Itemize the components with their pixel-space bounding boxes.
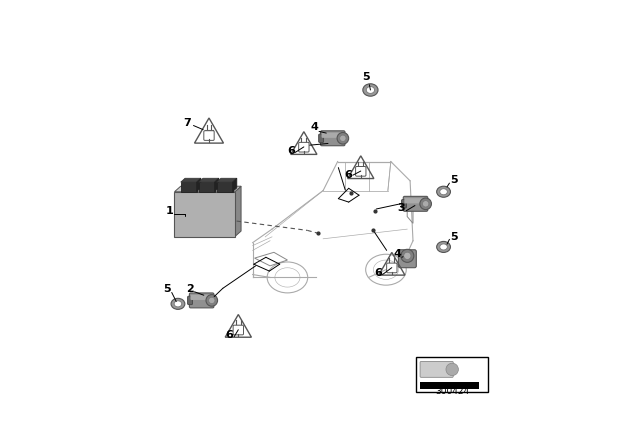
- Polygon shape: [180, 178, 201, 182]
- Text: 5: 5: [450, 232, 458, 242]
- FancyBboxPatch shape: [233, 325, 243, 335]
- FancyBboxPatch shape: [191, 295, 213, 300]
- Ellipse shape: [174, 301, 182, 307]
- FancyBboxPatch shape: [398, 250, 416, 268]
- FancyBboxPatch shape: [321, 131, 345, 146]
- Bar: [180, 182, 196, 192]
- Circle shape: [337, 133, 349, 144]
- Text: 5: 5: [362, 72, 370, 82]
- Text: 6: 6: [374, 268, 382, 278]
- Text: 3: 3: [397, 202, 405, 213]
- FancyBboxPatch shape: [204, 131, 214, 140]
- Bar: [175, 192, 235, 237]
- Ellipse shape: [440, 244, 447, 250]
- Circle shape: [422, 201, 429, 207]
- Text: 4: 4: [310, 122, 318, 132]
- Ellipse shape: [436, 186, 451, 197]
- FancyBboxPatch shape: [321, 133, 344, 138]
- Ellipse shape: [366, 86, 374, 93]
- FancyBboxPatch shape: [403, 196, 428, 211]
- Bar: [198, 182, 214, 192]
- FancyBboxPatch shape: [404, 198, 427, 203]
- Ellipse shape: [363, 84, 378, 96]
- Polygon shape: [214, 178, 219, 192]
- Text: 5: 5: [450, 175, 458, 185]
- Text: 2: 2: [186, 284, 194, 294]
- Circle shape: [209, 297, 215, 304]
- Polygon shape: [232, 178, 237, 192]
- Polygon shape: [175, 186, 241, 192]
- FancyBboxPatch shape: [356, 167, 366, 176]
- FancyBboxPatch shape: [420, 362, 453, 377]
- Text: 7: 7: [184, 118, 191, 128]
- Polygon shape: [198, 178, 219, 182]
- Circle shape: [446, 363, 458, 375]
- Text: 6: 6: [226, 330, 234, 340]
- Bar: [216, 182, 232, 192]
- FancyBboxPatch shape: [188, 296, 193, 305]
- Ellipse shape: [440, 189, 447, 195]
- Polygon shape: [216, 178, 237, 182]
- Circle shape: [206, 295, 218, 306]
- FancyBboxPatch shape: [319, 134, 324, 142]
- Ellipse shape: [171, 298, 185, 310]
- FancyBboxPatch shape: [387, 263, 397, 273]
- Polygon shape: [196, 178, 201, 192]
- Text: 6: 6: [287, 146, 294, 156]
- Text: 6: 6: [344, 170, 352, 180]
- Circle shape: [401, 250, 414, 263]
- Text: 1: 1: [166, 206, 173, 216]
- Bar: [420, 382, 479, 389]
- Circle shape: [420, 198, 431, 210]
- Circle shape: [340, 135, 346, 142]
- FancyBboxPatch shape: [299, 142, 309, 152]
- FancyBboxPatch shape: [189, 293, 214, 308]
- Text: 300424: 300424: [435, 387, 469, 396]
- FancyBboxPatch shape: [401, 200, 406, 208]
- Text: 4: 4: [393, 249, 401, 259]
- Polygon shape: [235, 186, 241, 237]
- Bar: [416, 358, 488, 392]
- Ellipse shape: [436, 241, 451, 253]
- Text: 5: 5: [163, 284, 171, 294]
- Circle shape: [404, 252, 411, 259]
